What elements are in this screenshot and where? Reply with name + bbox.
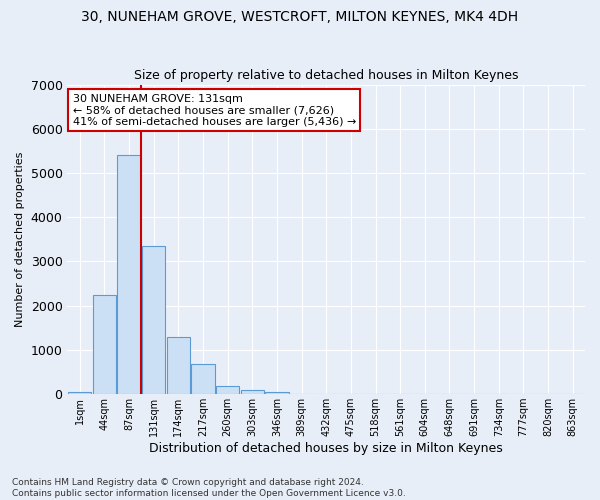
Title: Size of property relative to detached houses in Milton Keynes: Size of property relative to detached ho…: [134, 69, 518, 82]
Text: 30, NUNEHAM GROVE, WESTCROFT, MILTON KEYNES, MK4 4DH: 30, NUNEHAM GROVE, WESTCROFT, MILTON KEY…: [82, 10, 518, 24]
Bar: [216, 386, 239, 394]
Bar: [167, 336, 190, 394]
Text: Contains HM Land Registry data © Crown copyright and database right 2024.
Contai: Contains HM Land Registry data © Crown c…: [12, 478, 406, 498]
Bar: [118, 156, 141, 394]
Y-axis label: Number of detached properties: Number of detached properties: [15, 152, 25, 327]
Bar: [191, 364, 215, 394]
Bar: [265, 392, 289, 394]
Bar: [92, 294, 116, 394]
Bar: [68, 392, 91, 394]
Text: 30 NUNEHAM GROVE: 131sqm
← 58% of detached houses are smaller (7,626)
41% of sem: 30 NUNEHAM GROVE: 131sqm ← 58% of detach…: [73, 94, 356, 127]
Bar: [142, 246, 166, 394]
Bar: [241, 390, 264, 394]
X-axis label: Distribution of detached houses by size in Milton Keynes: Distribution of detached houses by size …: [149, 442, 503, 455]
